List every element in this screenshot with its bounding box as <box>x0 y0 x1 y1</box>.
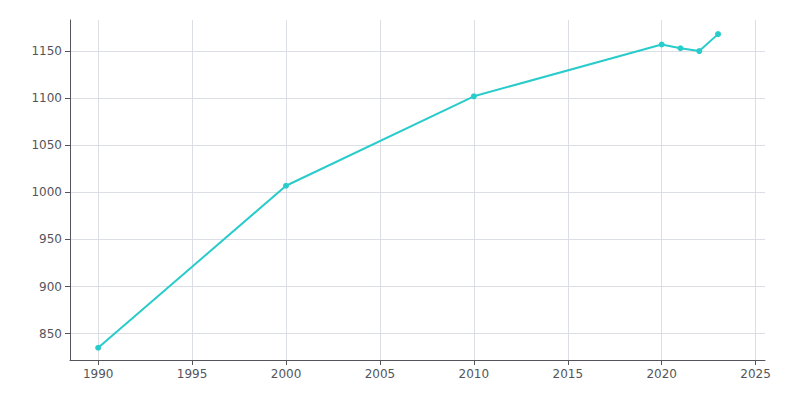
svg-text:900: 900 <box>39 280 62 294</box>
svg-text:2020: 2020 <box>646 367 677 381</box>
svg-text:2000: 2000 <box>271 367 302 381</box>
svg-text:1000: 1000 <box>31 185 62 199</box>
svg-text:2015: 2015 <box>552 367 583 381</box>
svg-text:2010: 2010 <box>459 367 490 381</box>
svg-text:2005: 2005 <box>365 367 396 381</box>
svg-text:950: 950 <box>39 232 62 246</box>
svg-text:1990: 1990 <box>83 367 114 381</box>
svg-text:850: 850 <box>39 327 62 341</box>
svg-text:1150: 1150 <box>31 44 62 58</box>
svg-text:1100: 1100 <box>31 91 62 105</box>
svg-text:2025: 2025 <box>740 367 771 381</box>
svg-text:1995: 1995 <box>177 367 208 381</box>
svg-text:1050: 1050 <box>31 138 62 152</box>
